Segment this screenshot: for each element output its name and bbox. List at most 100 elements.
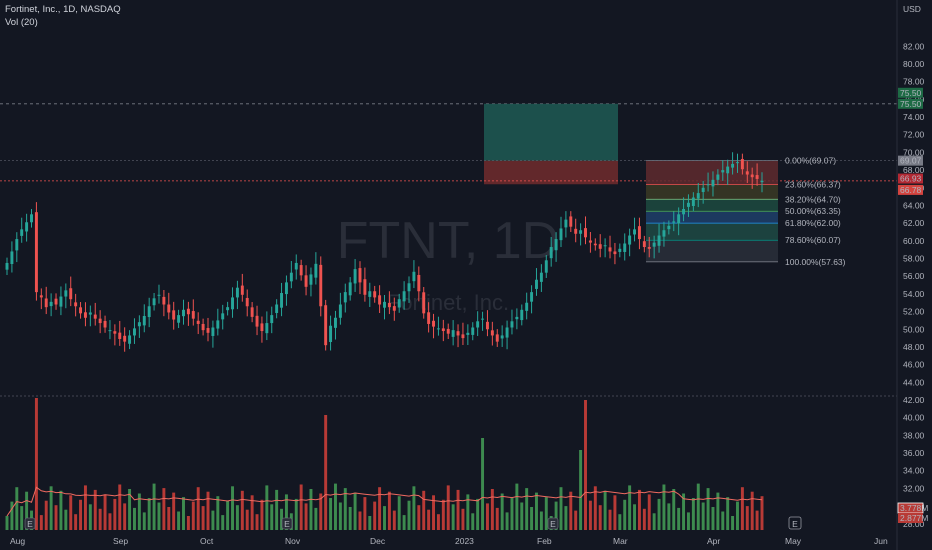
volume-bar	[98, 508, 102, 530]
price-tick-label: 44.00	[903, 377, 925, 387]
candle-body	[137, 322, 141, 327]
candle-body	[466, 332, 470, 335]
volume-bar	[402, 515, 406, 530]
candle-body	[446, 328, 450, 334]
candle-body	[471, 327, 475, 335]
earnings-marker-icon	[24, 517, 36, 530]
time-tick-label: Oct	[200, 536, 214, 546]
volume-bar	[334, 483, 337, 530]
candle-body	[520, 309, 524, 321]
candle-body	[201, 323, 205, 331]
candle-body	[642, 241, 646, 248]
candle-body	[378, 295, 382, 305]
fib-zone	[646, 184, 778, 200]
volume-bar	[255, 514, 259, 530]
volume-bar	[407, 500, 411, 530]
candle-body	[559, 228, 563, 241]
price-tick-label: 54.00	[903, 289, 925, 299]
volume-bar	[677, 507, 681, 530]
fib-level-label: 0.00%(69.07)	[785, 156, 836, 166]
fib-level-label: 38.20%(64.70)	[785, 194, 841, 204]
candle-body	[152, 298, 156, 306]
fib-level-label: 78.60%(60.07)	[785, 235, 841, 245]
candle-body	[265, 323, 269, 334]
price-tick-label: 46.00	[903, 360, 925, 370]
volume-bar	[417, 505, 421, 530]
volume-bar	[152, 483, 156, 530]
volume-bar	[481, 438, 485, 530]
candle-body	[186, 308, 190, 315]
volume-bar	[667, 503, 671, 530]
volume-bar	[270, 504, 274, 530]
candle-body	[618, 248, 622, 252]
price-tick-label: 38.00	[903, 430, 925, 440]
volume-bar	[353, 492, 357, 530]
volume-bar	[309, 489, 313, 530]
volume-bar	[711, 507, 715, 530]
volume-bar	[44, 500, 48, 530]
fib-zone	[646, 160, 778, 185]
candle-body	[623, 243, 627, 252]
volume-bar	[530, 507, 534, 530]
time-tick-label: 2023	[455, 536, 474, 546]
price-tick-label: 62.00	[903, 218, 925, 228]
volume-bar	[471, 513, 475, 530]
candle-body	[284, 282, 288, 295]
volume-group	[5, 398, 764, 530]
candle-body	[216, 320, 220, 329]
candle-body	[49, 301, 53, 307]
volume-bar	[392, 510, 396, 530]
price-tick-label: 52.00	[903, 307, 925, 317]
volume-bar	[74, 514, 78, 530]
candle-body	[221, 313, 225, 320]
volume-bar	[128, 489, 132, 530]
candle-body	[147, 306, 151, 318]
candle-body	[74, 302, 78, 307]
volume-bar	[147, 498, 151, 530]
volume-bar	[83, 485, 87, 530]
price-tick-label: 32.00	[903, 483, 925, 493]
candle-body	[603, 245, 607, 247]
candle-body	[525, 302, 529, 311]
candle-body	[515, 316, 519, 320]
price-tick-label: 72.00	[903, 130, 925, 140]
volume-bar	[706, 488, 710, 530]
volume-bar	[647, 494, 651, 530]
volume-value-badge-2: 2.877M	[900, 513, 928, 523]
volume-bar	[628, 485, 632, 530]
volume-bar	[451, 504, 455, 530]
volume-bar	[525, 488, 529, 530]
price-tick-label: 78.00	[903, 77, 925, 87]
volume-bar	[250, 495, 254, 530]
time-tick-label: Nov	[285, 536, 301, 546]
price-tick-label: 74.00	[903, 112, 925, 122]
earnings-marker-label: E	[284, 519, 290, 529]
volume-bar	[275, 489, 279, 530]
earnings-marker-label: E	[27, 519, 33, 529]
candle-body	[235, 287, 239, 298]
volume-bar	[613, 495, 617, 530]
candle-body	[93, 314, 97, 319]
candle-body	[387, 302, 391, 308]
volume-bar	[436, 514, 440, 530]
volume-bar	[588, 500, 592, 530]
volume-bar	[554, 501, 558, 530]
candle-body	[574, 228, 578, 234]
candle-body	[250, 307, 254, 317]
candle-body	[157, 294, 161, 296]
candle-body	[299, 265, 303, 276]
fib-zone	[646, 240, 778, 262]
volume-bar	[672, 489, 676, 530]
volume-bar	[441, 499, 445, 530]
candle-body	[123, 335, 127, 342]
candle-body	[88, 312, 92, 315]
volume-bar	[652, 513, 656, 530]
volume-bar	[167, 507, 171, 530]
volume-bar	[579, 450, 583, 530]
volume-bar	[231, 486, 234, 530]
volume-bar	[662, 484, 666, 530]
volume-bar	[103, 494, 107, 530]
candle-body	[628, 235, 632, 245]
volume-bar	[461, 508, 465, 530]
